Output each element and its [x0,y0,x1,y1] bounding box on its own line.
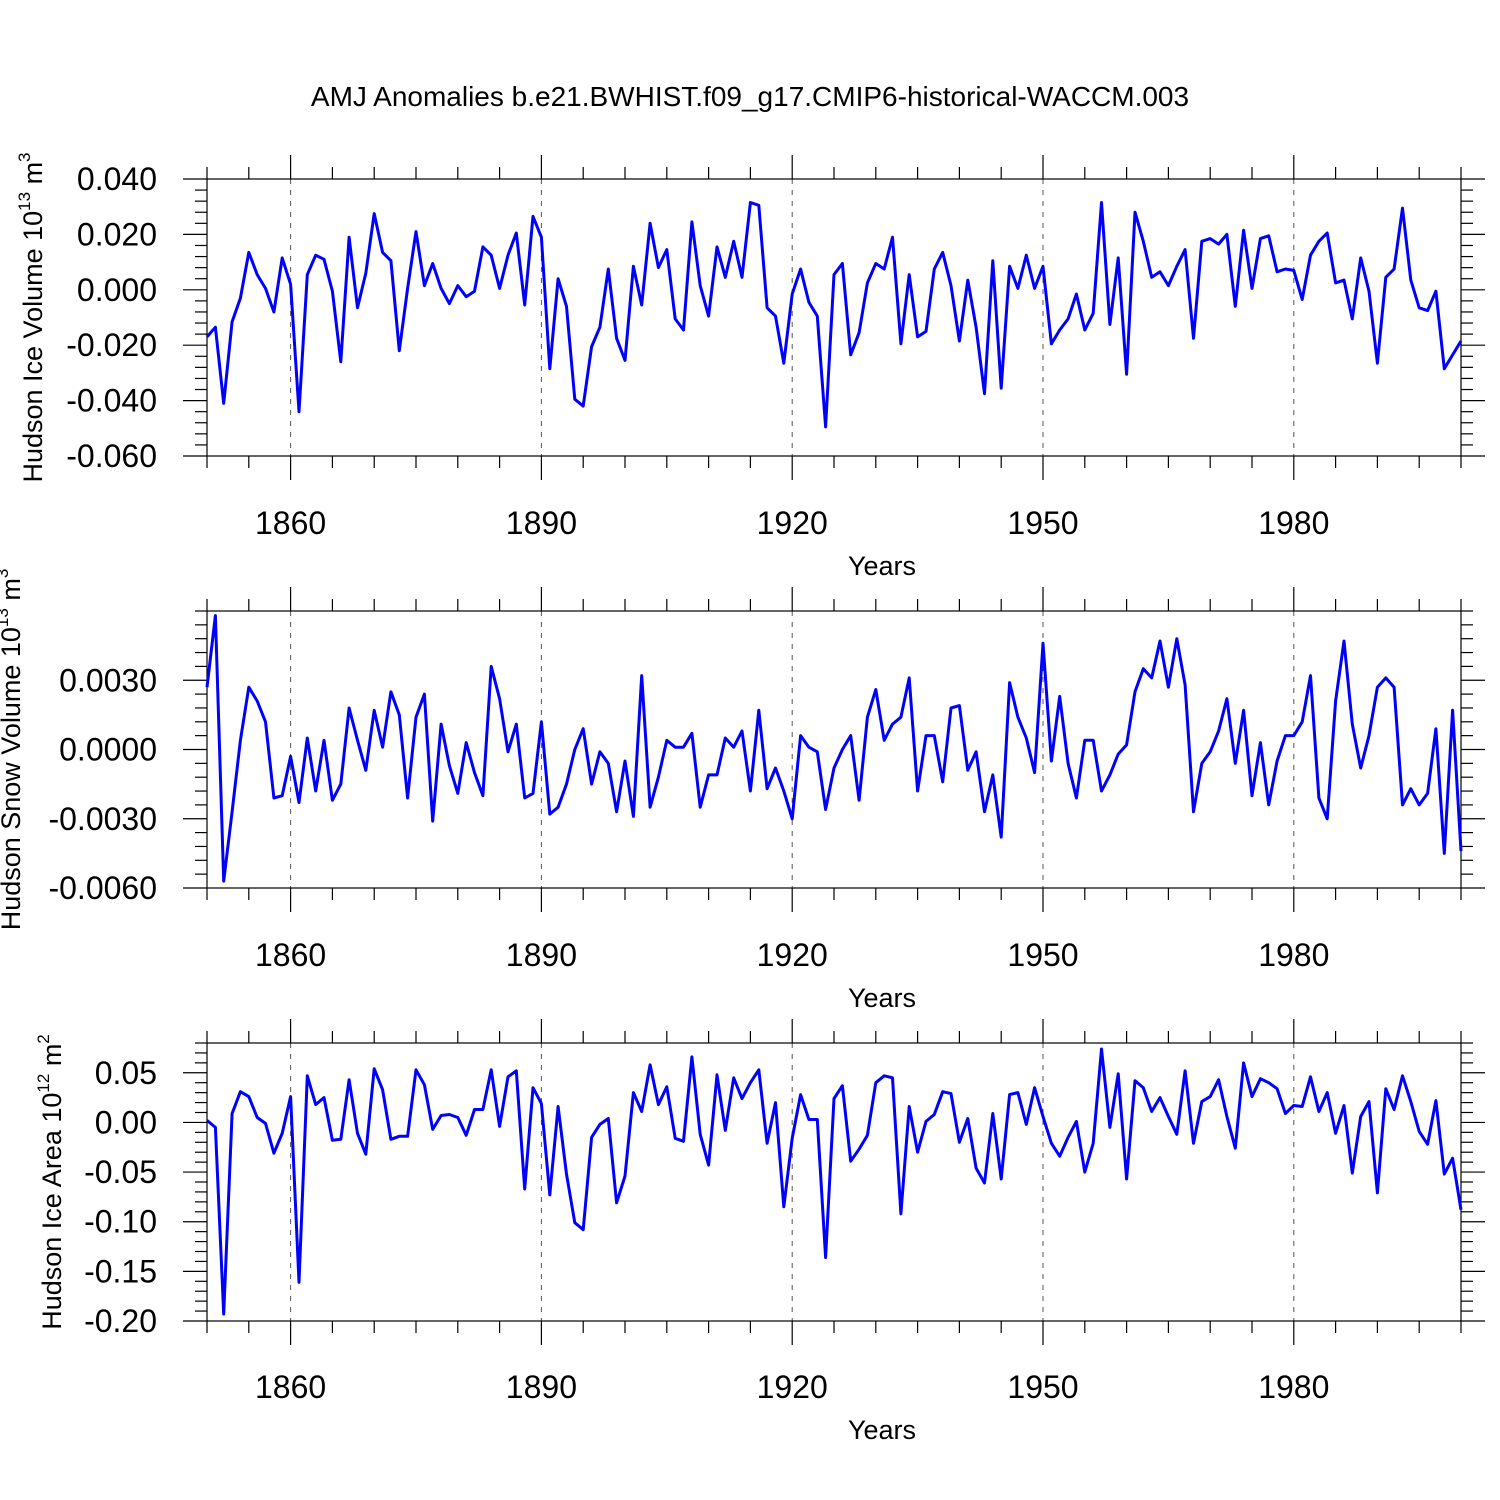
ice-area-panel: 1860 1890 1920 1950 1980 -0.20 -0.15 -0.10 -0.05… [34,1019,1485,1445]
x-tick-label-1920: 1920 [757,1369,828,1405]
y-tick-label: -0.20 [84,1303,157,1339]
data-series-line [205,201,1463,429]
x-tick-label-1980: 1980 [1258,1369,1329,1405]
x-tick-label-1980: 1980 [1258,937,1329,973]
y-axis-label: Hudson Ice Area 1012 m2 [34,1034,67,1330]
y-tick-label: -0.020 [66,327,157,363]
y-tick-label: -0.15 [84,1253,157,1289]
y-axis-label-text: Hudson Ice Volume 10 [18,211,48,483]
x-tick-label-1950: 1950 [1007,1369,1078,1405]
y-axis-label-text: Hudson Ice Area 10 [37,1093,67,1330]
y-axis-label-unit: m [18,162,48,192]
x-tick-label-1860: 1860 [255,505,326,541]
y-tick-label: 0.040 [77,161,157,197]
data-series-line [206,1047,1463,1316]
x-axis-label: Years [848,983,916,1013]
x-tick-label-1980: 1980 [1258,505,1329,541]
y-axis-label-exponent: 12 [34,1074,53,1093]
y-tick-label: 0.020 [77,216,157,252]
x-tick-label-1920: 1920 [757,505,828,541]
x-tick-label-1920: 1920 [757,937,828,973]
y-axis-label-text: Hudson Snow Volume 10 [0,627,26,930]
x-tick-label-1950: 1950 [1007,937,1078,973]
snow-volume-panel: 1860 1890 1920 1950 1980 -0.0060 -0.0030 0.0000… [0,569,1485,1013]
y-tick-label: -0.05 [84,1154,157,1190]
figure-title: AMJ Anomalies b.e21.BWHIST.f09_g17.CMIP6… [311,81,1189,112]
y-axis-label: Hudson Snow Volume 1013 m3 [0,569,26,931]
y-axis-label-unit-exponent: 2 [34,1034,53,1043]
plot-frame [206,610,1462,889]
y-tick-label: -0.040 [66,383,157,419]
y-tick-label: -0.060 [66,438,157,474]
x-axis-label: Years [848,551,916,581]
y-axis-label-unit: m [37,1044,67,1074]
x-tick-label-1950: 1950 [1007,505,1078,541]
y-axis-label-unit: m [0,578,26,608]
y-tick-label: 0.0030 [59,662,157,698]
y-axis-label-exponent: 13 [15,192,34,211]
y-tick-label: 0.00 [95,1104,157,1140]
y-axis-label: Hudson Ice Volume 1013 m3 [15,152,48,482]
y-tick-label: -0.10 [84,1204,157,1240]
y-axis-label-exponent: 13 [0,608,12,627]
x-axis-label: Years [848,1415,916,1445]
y-tick-label: 0.0000 [59,732,157,768]
y-axis-label-unit-exponent: 3 [15,152,34,161]
x-tick-label-1890: 1890 [506,937,577,973]
y-tick-label: 0.000 [77,272,157,308]
x-tick-label-1890: 1890 [506,505,577,541]
x-tick-label-1860: 1860 [255,1369,326,1405]
y-tick-label: -0.0060 [48,870,157,906]
x-tick-label-1890: 1890 [506,1369,577,1405]
y-tick-label: 0.05 [95,1055,157,1091]
y-axis-label-unit-exponent: 3 [0,569,12,578]
y-tick-label: -0.0030 [48,801,157,837]
data-series-line [205,614,1463,883]
x-tick-label-1860: 1860 [255,937,326,973]
ice-volume-panel: 1860 1890 1920 1950 1980 -0.060 -0.040 -0.020 0.… [15,152,1485,581]
